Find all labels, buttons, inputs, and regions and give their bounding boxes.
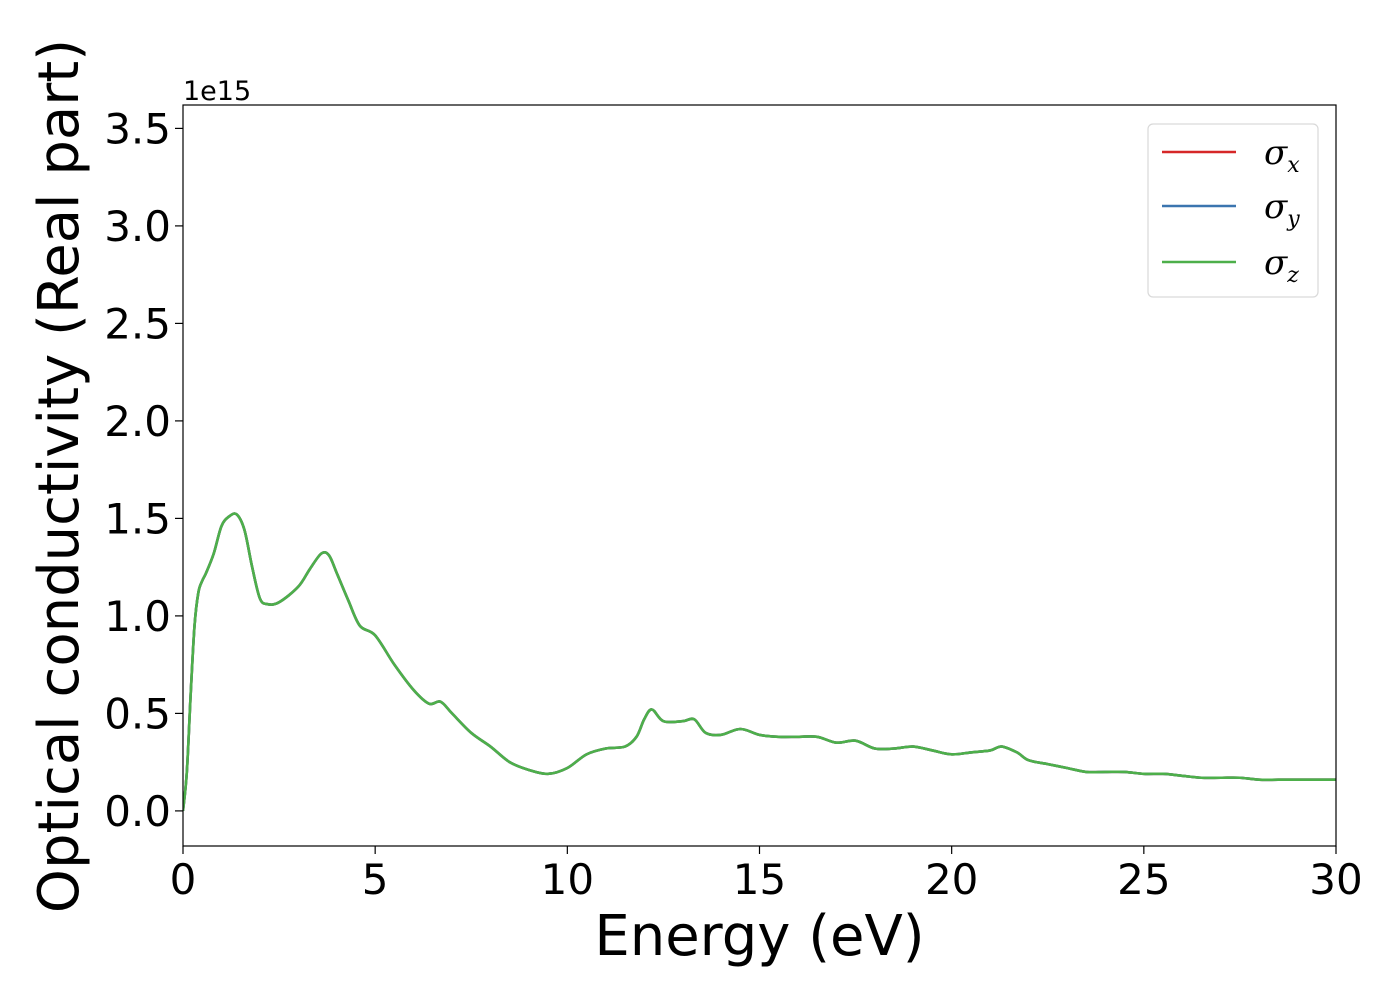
y-tick-label: 3.0 [104,202,171,251]
series-line-z [183,512,1336,812]
y-axis-offset-label: 1e15 [183,76,251,107]
x-tick-label: 20 [925,855,978,904]
x-tick-label: 5 [362,855,389,904]
x-axis-ticks: 0 5 10 15 20 25 30 [170,846,1363,904]
legend-label-z: σz [1264,243,1299,288]
y-tick-label: 0.0 [104,787,171,836]
y-tick-label: 1.0 [104,592,171,641]
y-tick-label: 2.0 [104,397,171,446]
x-tick-label: 10 [541,855,594,904]
legend-label-y: σy [1264,187,1300,232]
x-tick-label: 0 [170,855,197,904]
legend: σx σy σz [1147,123,1319,298]
y-tick-label: 3.5 [104,104,171,153]
y-axis-title: Optical conductivity (Real part) [27,39,92,913]
x-tick-label: 15 [733,855,786,904]
x-tick-label: 30 [1309,855,1362,904]
x-tick-label: 25 [1117,855,1170,904]
y-tick-label: 1.5 [104,494,171,543]
legend-label-x: σx [1264,133,1300,178]
series-layer [183,512,1336,812]
x-axis-title: Energy (eV) [594,904,924,969]
y-axis-ticks: 0.0 0.5 1.0 1.5 2.0 2.5 3.0 3.5 [104,104,183,836]
y-tick-label: 2.5 [104,299,171,348]
legend-frame [1147,123,1319,298]
y-tick-label: 0.5 [104,689,171,738]
